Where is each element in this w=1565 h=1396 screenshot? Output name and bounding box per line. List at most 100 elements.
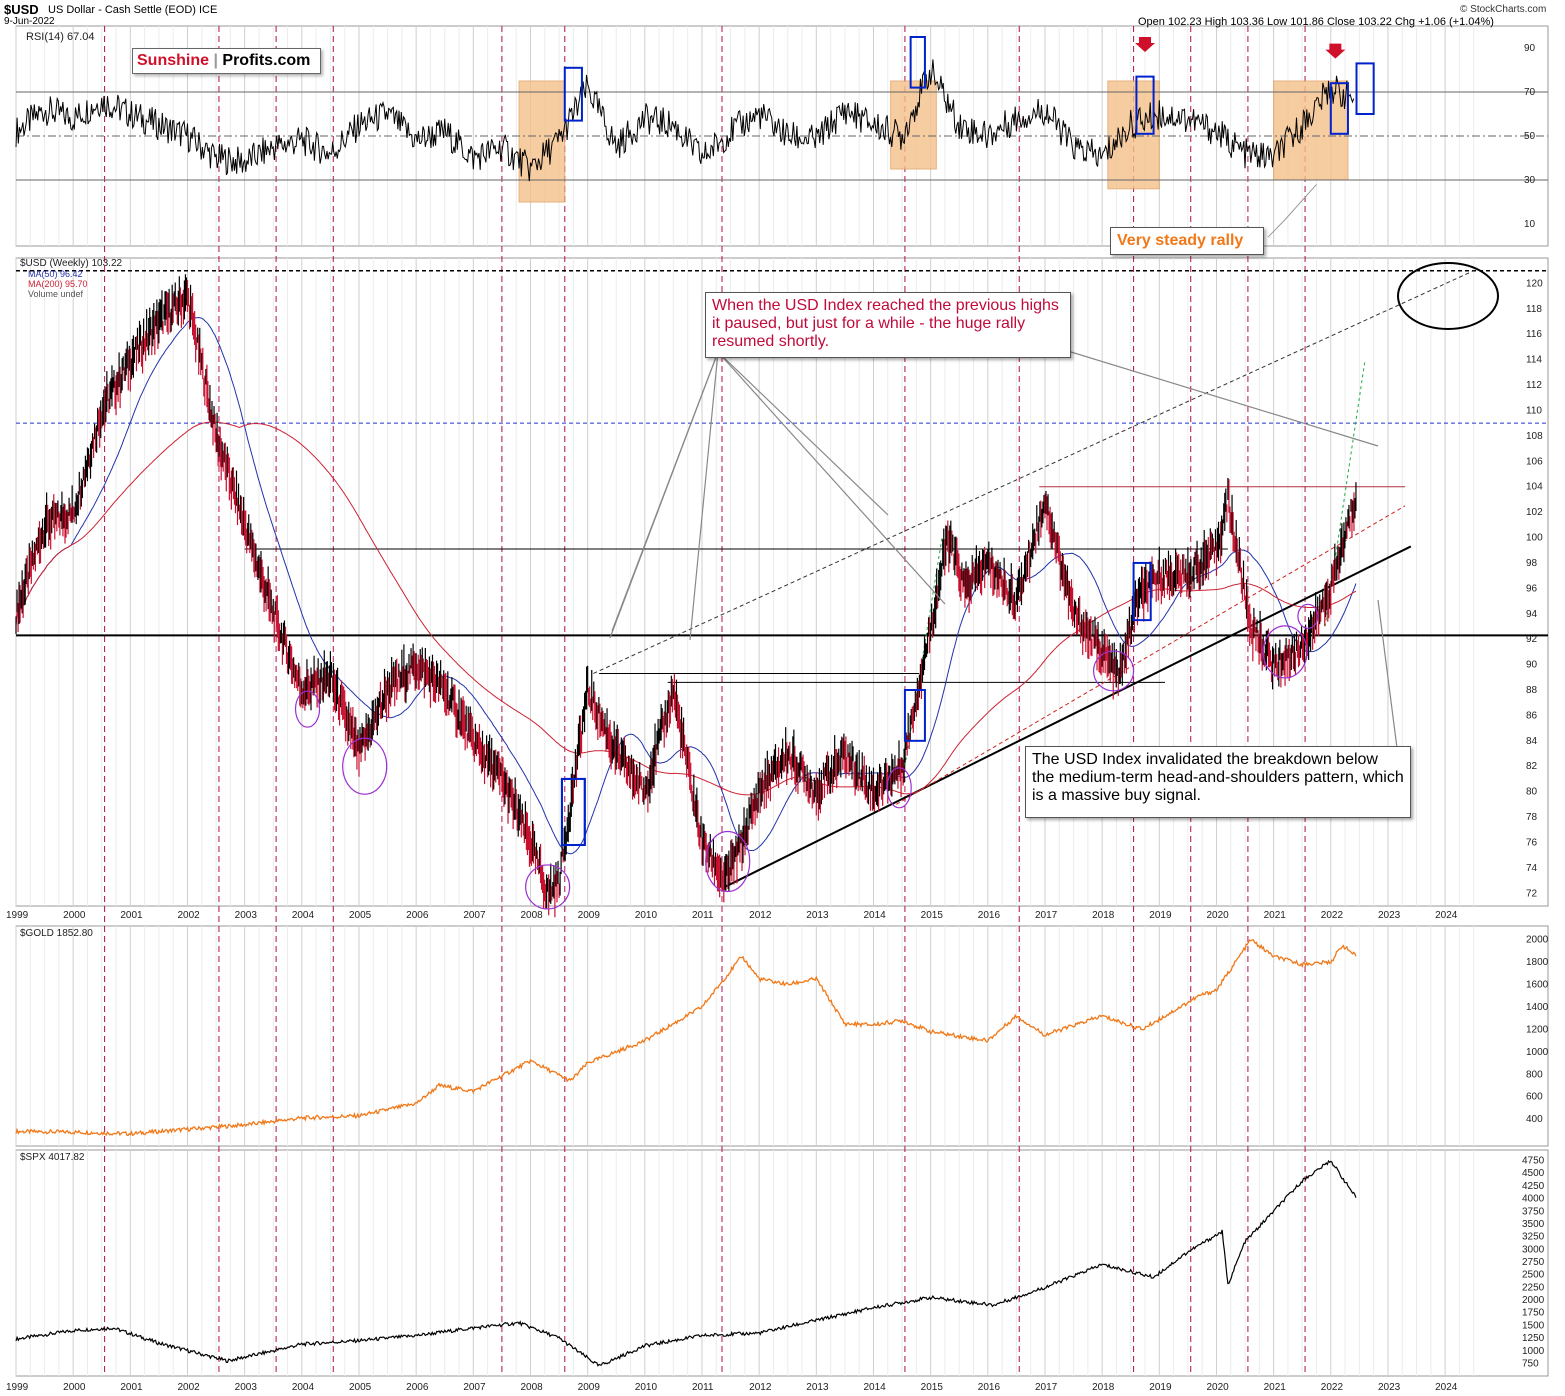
invalidated-annotation: The USD Index invalidated the breakdown … [1025,746,1411,818]
spx-year-tick: 2018 [1092,1382,1115,1393]
spx-year-tick: 2020 [1206,1382,1229,1393]
spx-tick-label: 3500 [1522,1219,1545,1230]
usd-red-channel [896,505,1406,805]
usd-year-tick: 2002 [177,910,200,921]
spx-year-tick: 2001 [120,1382,143,1393]
rsi-blue-box [1135,75,1155,135]
spx-year-tick: 1999 [6,1382,29,1393]
spx-tick-label: 4000 [1522,1194,1545,1205]
usd-tick-label: 76 [1526,837,1538,848]
usd-tick-label: 94 [1526,609,1538,620]
spx-year-tick: 2017 [1035,1382,1058,1393]
gold-tick-label: 1400 [1526,1002,1549,1013]
usd-year-tick: 2000 [63,910,86,921]
usd-tick-label: 72 [1526,888,1538,899]
usd-year-tick: 2023 [1378,910,1401,921]
usd-blue-box [903,689,926,742]
spx-tick-label: 1750 [1522,1308,1545,1319]
spx-tick-label: 2000 [1522,1295,1545,1306]
usd-year-tick: 2015 [921,910,944,921]
spx-tick-label: 2500 [1522,1270,1545,1281]
spx-year-tick: 2011 [692,1382,714,1393]
usd-tick-label: 120 [1526,278,1543,289]
spx-year-tick: 2023 [1378,1382,1401,1393]
usd-year-tick: 1999 [6,910,29,921]
paused-pointer [717,351,889,516]
spx-legend: $SPX 4017.82 [20,1152,85,1163]
usd-tick-label: 88 [1526,685,1538,696]
spx-tick-label: 4500 [1522,1168,1545,1179]
spx-tick-label: 3250 [1522,1232,1545,1243]
usd-year-tick: 2009 [578,910,601,921]
usd-tick-label: 82 [1526,761,1538,772]
rsi-highlight-box [518,80,566,203]
rsi-red-arrow-icon [1325,43,1346,59]
usd-tick-label: 80 [1526,787,1538,798]
rsi-blue-box [1355,62,1375,115]
usd-low-circle [1297,603,1319,629]
spx-tick-label: 3000 [1522,1244,1545,1255]
usd-year-tick: 2007 [463,910,486,921]
usd-year-tick: 2020 [1206,910,1229,921]
paused-annotation: When the USD Index reached the previous … [705,292,1071,358]
usd-low-circle [1092,650,1135,692]
spx-year-tick: 2006 [406,1382,429,1393]
panel-frame-gold [15,925,1549,1147]
ohlc-readout: Open 102.23 High 103.36 Low 101.86 Close… [1138,16,1494,28]
spx-tick-label: 3750 [1522,1206,1545,1217]
usd-year-tick: 2001 [120,910,143,921]
usd-year-tick: 2012 [749,910,772,921]
gold-tick-label: 1800 [1526,957,1549,968]
usd-year-tick: 2011 [692,910,714,921]
paused-pointer [1057,347,1379,447]
usd-legend-ma200: MA(200) 95.70 [28,279,88,289]
rsi-red-arrow-icon [1135,37,1156,52]
usd-low-circle [1262,625,1308,679]
usd-target-ellipse [1397,262,1499,330]
credit: © StockCharts.com [1460,4,1547,15]
usd-tick-label: 100 [1526,533,1543,544]
gold-series-line [15,938,1357,1137]
usd-tick-label: 102 [1526,507,1543,518]
spx-series-line [15,1159,1357,1367]
spx-tick-label: 4250 [1522,1181,1545,1192]
logo-part2: Profits.com [222,52,311,69]
usd-year-tick: 2013 [806,910,829,921]
usd-green-dashed-a [904,537,943,767]
rsi-tick-label: 90 [1524,43,1536,54]
rsi-series-line [15,59,1355,182]
usd-year-tick: 2021 [1264,910,1287,921]
spx-year-tick: 2010 [635,1382,658,1393]
spx-year-tick: 2019 [1149,1382,1172,1393]
usd-tick-label: 116 [1526,329,1542,340]
usd-tick-label: 114 [1526,355,1542,366]
usd-low-circle [342,737,388,795]
spx-tick-label: 2750 [1522,1257,1545,1268]
sunshine-profits-logo: Sunshine | Profits.com [132,48,321,74]
gold-tick-label: 1200 [1526,1024,1549,1035]
usd-legend-ma50: MA(50) 96.42 [28,269,83,279]
usd-blue-box [1132,561,1152,622]
spx-year-tick: 2000 [63,1382,86,1393]
usd-legend-title: $USD (Weekly) 103.22 [20,258,123,269]
usd-year-tick: 2014 [863,910,886,921]
spx-year-tick: 2021 [1264,1382,1287,1393]
rsi-tick-label: 30 [1524,175,1536,186]
rsi-blue-box [909,36,926,89]
spx-year-tick: 2016 [978,1382,1001,1393]
usd-tick-label: 92 [1526,634,1538,645]
usd-year-tick: 2006 [406,910,429,921]
usd-year-tick: 2024 [1435,910,1458,921]
usd-blue-box [560,777,586,847]
spx-year-tick: 2002 [177,1382,200,1393]
spx-year-tick: 2022 [1321,1382,1344,1393]
rsi-tick-label: 10 [1524,219,1536,230]
chart-symbol: $USD [4,2,39,17]
chart-description: US Dollar - Cash Settle (EOD) ICE [48,4,218,16]
spx-year-tick: 2014 [863,1382,886,1393]
gold-tick-label: 1000 [1526,1047,1549,1058]
usd-year-tick: 2016 [978,910,1001,921]
spx-tick-label: 2250 [1522,1282,1545,1293]
spx-year-tick: 2004 [292,1382,315,1393]
panel-frame-spx [15,1149,1549,1377]
